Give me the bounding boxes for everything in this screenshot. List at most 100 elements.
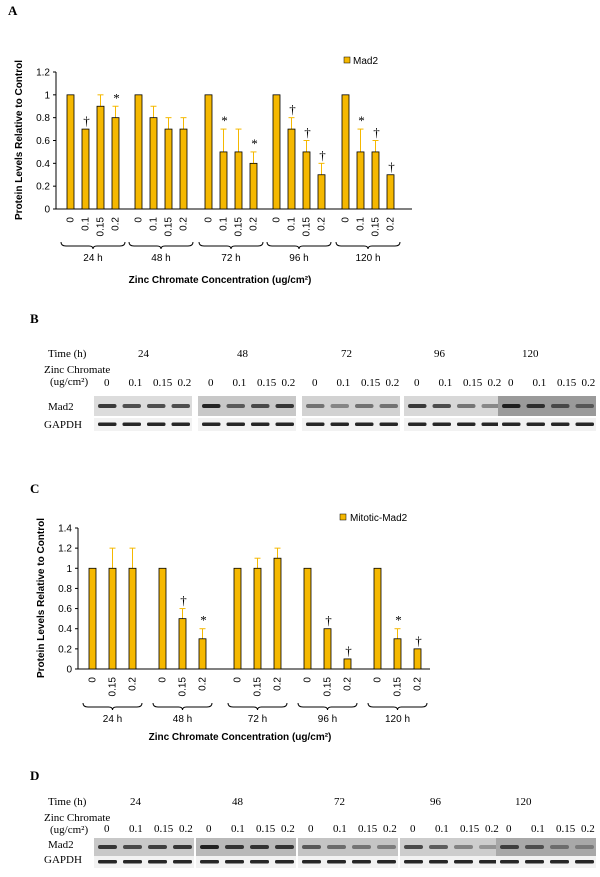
mad2-band: [148, 845, 167, 849]
conc-value: 0.1: [233, 377, 247, 389]
conc-value: 0.1: [533, 377, 547, 389]
time-value: 120: [522, 348, 539, 360]
y-tick-label: 0.2: [36, 182, 50, 193]
row-label-mad2: Mad2: [48, 401, 74, 413]
conc-value: 0.2: [281, 823, 295, 835]
y-ticks: 0 0.2 0.4 0.6 0.8 1 1.2: [36, 68, 56, 216]
x-tick-label: 0.1: [219, 217, 230, 231]
gapdh-band: [275, 860, 294, 864]
bar: [164, 128, 173, 210]
gapdh-band: [479, 860, 498, 864]
mad2-band: [225, 845, 244, 849]
bar-group: 0 0.15 0.2 72 h: [227, 547, 288, 725]
x-tick-label: 0.2: [111, 217, 122, 231]
significance-mark: †: [180, 593, 187, 608]
conc-label-line1: Zinc Chromate: [44, 812, 110, 824]
mad2-band: [250, 845, 269, 849]
bar: [81, 128, 90, 210]
mad2-band: [526, 404, 545, 408]
gapdh-band: [251, 422, 270, 426]
mad2-band: [525, 845, 544, 849]
time-value: 48: [232, 796, 244, 808]
x-tick-label: 0.15: [302, 217, 313, 237]
y-tick-label: 1.2: [58, 544, 72, 555]
gapdh-band: [306, 422, 325, 426]
gapdh-band: [379, 422, 398, 426]
conc-value: 0.1: [531, 823, 545, 835]
mad2-band: [404, 845, 423, 849]
bar: [88, 567, 97, 670]
gapdh-band: [429, 860, 448, 864]
mad2-band: [123, 845, 142, 849]
bar: [356, 151, 365, 210]
conc-value: 0.1: [333, 823, 347, 835]
significance-mark: †: [319, 147, 326, 162]
bar: [341, 94, 350, 210]
conc-value: 0: [506, 823, 512, 835]
time-value: 120: [515, 796, 532, 808]
y-tick-label: 0.4: [36, 159, 50, 170]
blot-lane-group: [498, 396, 596, 431]
significance-mark: *: [358, 113, 365, 128]
significance-mark: †: [345, 643, 352, 658]
x-tick-label: 0: [303, 677, 314, 683]
group-label: 96 h: [318, 714, 337, 725]
bar: [343, 658, 352, 670]
bar: [253, 567, 262, 670]
legend: Mad2: [343, 56, 378, 67]
x-tick-label: 0.1: [149, 217, 160, 231]
significance-mark: *: [113, 90, 120, 105]
group-bracket: [266, 241, 332, 250]
mad2-strip: [496, 838, 596, 856]
conc-value: 0.15: [154, 823, 174, 835]
bar: [373, 567, 382, 670]
gapdh-band: [98, 860, 117, 864]
x-tick-label: 0.15: [253, 677, 264, 697]
gapdh-strip: [196, 856, 296, 868]
conc-value: 0: [312, 377, 318, 389]
significance-mark: †: [415, 633, 422, 648]
bar: [178, 618, 187, 670]
gapdh-band: [250, 860, 269, 864]
conc-value: 0: [410, 823, 416, 835]
conc-value: 0.2: [485, 823, 499, 835]
conc-label-line2: (ug/cm²): [50, 824, 88, 836]
bar-group: 0 † 0.1 † 0.15 † 0.2 96 h: [266, 94, 332, 264]
bar: [371, 151, 380, 210]
mad2-strip: [400, 838, 500, 856]
gapdh-band: [148, 860, 167, 864]
bar: [302, 151, 311, 210]
mad2-band: [330, 404, 349, 408]
significance-mark: †: [325, 613, 332, 628]
blot-lane-group: [404, 396, 502, 431]
time-value: 24: [138, 348, 150, 360]
significance-mark: *: [395, 613, 402, 628]
group-label: 120 h: [385, 714, 410, 725]
gapdh-band: [575, 860, 594, 864]
panel-letter-b: B: [30, 311, 39, 326]
mad2-strip: [196, 838, 296, 856]
conc-value: 0: [104, 377, 110, 389]
significance-mark: †: [373, 125, 380, 140]
conc-value: 0.15: [257, 377, 277, 389]
significance-mark: *: [221, 113, 228, 128]
time-value: 96: [434, 348, 446, 360]
mad2-band: [377, 845, 396, 849]
mad2-band: [408, 404, 427, 408]
gapdh-strip: [94, 418, 192, 431]
conc-value: 0.1: [435, 823, 449, 835]
legend-label: Mad2: [353, 56, 378, 67]
gapdh-band: [502, 422, 521, 426]
mad2-band: [171, 404, 190, 408]
chart-c: 0 0.2 0.4 0.6 0.8 1 1.2 1.4 0 0.15 0.2 24 h 0 † 0.15 *…: [36, 513, 430, 743]
conc-label-line2: (ug/cm²): [50, 376, 88, 388]
mad2-band: [327, 845, 346, 849]
group-bracket: [198, 241, 264, 250]
gapdh-band: [408, 422, 427, 426]
significance-mark: †: [304, 125, 311, 140]
group-label: 24 h: [103, 714, 122, 725]
gapdh-band: [327, 860, 346, 864]
conc-value: 0.15: [361, 377, 381, 389]
mad2-strip: [198, 396, 296, 416]
